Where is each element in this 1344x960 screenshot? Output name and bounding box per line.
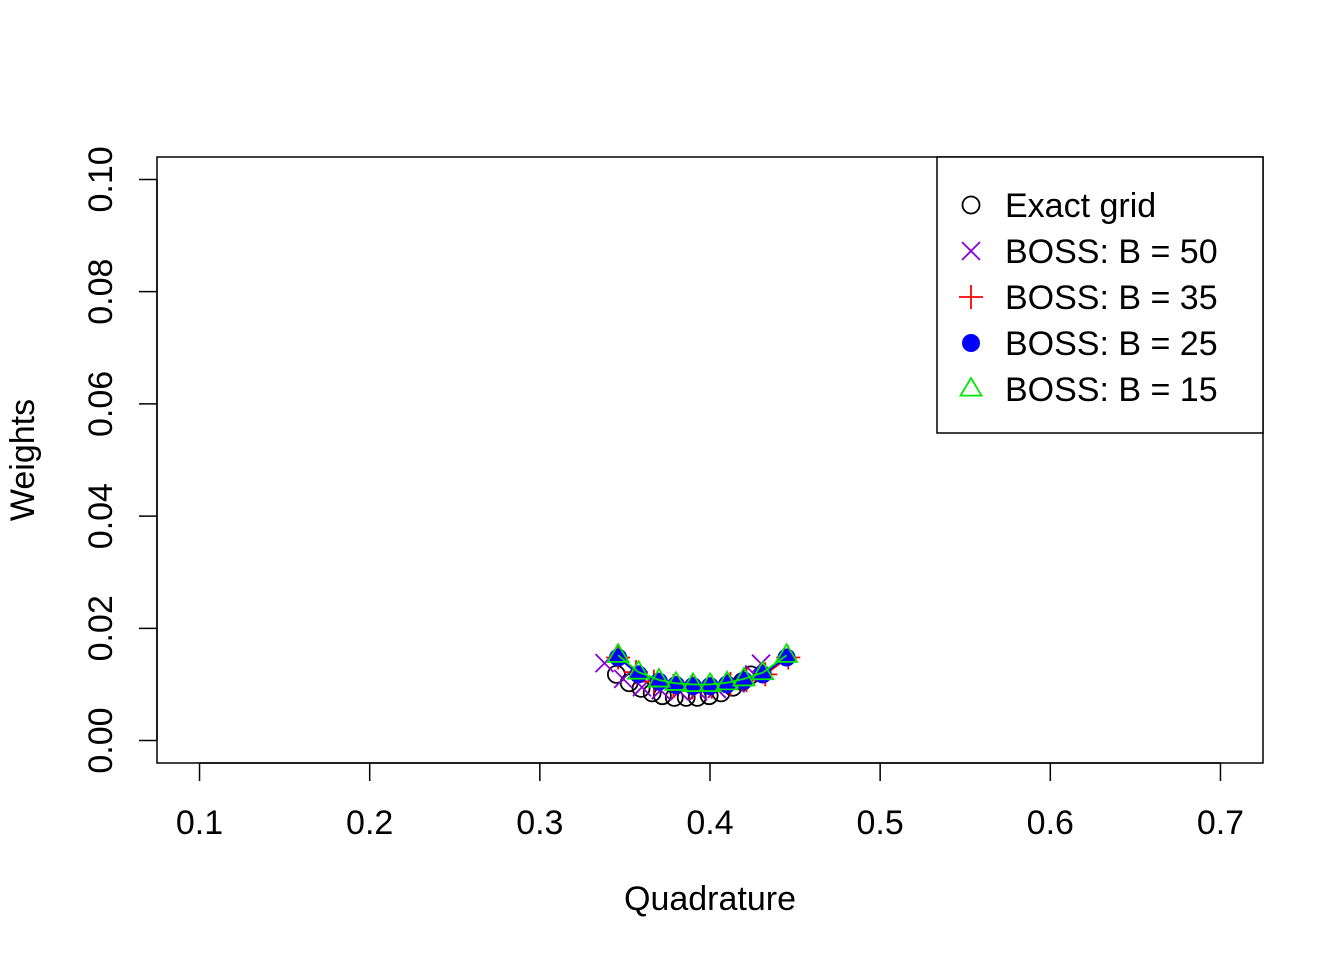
legend-box bbox=[936, 156, 1264, 434]
data-point bbox=[750, 659, 775, 681]
legend: Exact grid BOSS: B = 50 BOSS: B = 35 BOSS: … bbox=[936, 156, 1264, 434]
x-tick-label: 0.7 bbox=[1197, 804, 1244, 842]
legend-marker bbox=[958, 376, 984, 397]
data-point bbox=[646, 667, 671, 688]
legend-marker bbox=[961, 241, 981, 261]
data-point bbox=[683, 677, 702, 696]
y-tick-label: 0.06 bbox=[82, 371, 120, 437]
data-point bbox=[680, 671, 706, 692]
data-point bbox=[606, 642, 631, 663]
x-tick-label: 0.1 bbox=[176, 804, 223, 842]
series-layer bbox=[594, 642, 801, 707]
x-tick-label: 0.3 bbox=[516, 804, 563, 842]
legend-marker bbox=[962, 334, 980, 352]
legend-entry: BOSS: B = 35 bbox=[959, 279, 1218, 317]
y-tick-label: 0.00 bbox=[82, 707, 120, 773]
legend-marker bbox=[959, 285, 983, 309]
x-tick-label: 0.5 bbox=[857, 804, 904, 842]
data-point bbox=[663, 670, 689, 691]
data-point bbox=[777, 648, 796, 667]
y-tick-label: 0.04 bbox=[82, 483, 120, 549]
data-point bbox=[697, 671, 723, 692]
legend-label: BOSS: B = 25 bbox=[1005, 325, 1218, 363]
legend-entry: BOSS: B = 15 bbox=[958, 371, 1218, 409]
data-point bbox=[626, 659, 651, 680]
y-axis: 0.00 0.02 0.04 0.06 0.08 0.10 bbox=[82, 146, 158, 774]
data-point bbox=[701, 677, 719, 696]
legend-entry: BOSS: B = 50 bbox=[961, 233, 1218, 271]
y-tick-label: 0.08 bbox=[82, 259, 120, 325]
legend-marker bbox=[961, 195, 981, 215]
legend-label: Exact grid bbox=[1005, 187, 1156, 225]
data-point bbox=[714, 669, 740, 691]
y-tick-label: 0.10 bbox=[82, 146, 120, 212]
x-tick-label: 0.4 bbox=[686, 804, 733, 842]
data-point bbox=[731, 666, 757, 687]
legend-label: BOSS: B = 50 bbox=[1005, 233, 1218, 271]
legend-label: BOSS: B = 35 bbox=[1005, 279, 1218, 317]
x-tick-label: 0.6 bbox=[1027, 804, 1074, 842]
x-tick-label: 0.2 bbox=[346, 804, 393, 842]
data-point bbox=[774, 642, 799, 663]
legend-entry: BOSS: B = 25 bbox=[962, 325, 1218, 363]
y-axis-label: Weights bbox=[4, 399, 42, 521]
legend-entry: Exact grid bbox=[961, 187, 1156, 225]
data-point bbox=[609, 648, 628, 667]
y-tick-label: 0.02 bbox=[82, 595, 120, 661]
legend-label: BOSS: B = 15 bbox=[1005, 371, 1218, 409]
x-axis-label: Quadrature bbox=[624, 880, 796, 918]
x-axis: 0.1 0.2 0.3 0.4 0.5 0.6 0.7 bbox=[176, 762, 1244, 842]
series-boss-b-15 bbox=[606, 642, 799, 692]
